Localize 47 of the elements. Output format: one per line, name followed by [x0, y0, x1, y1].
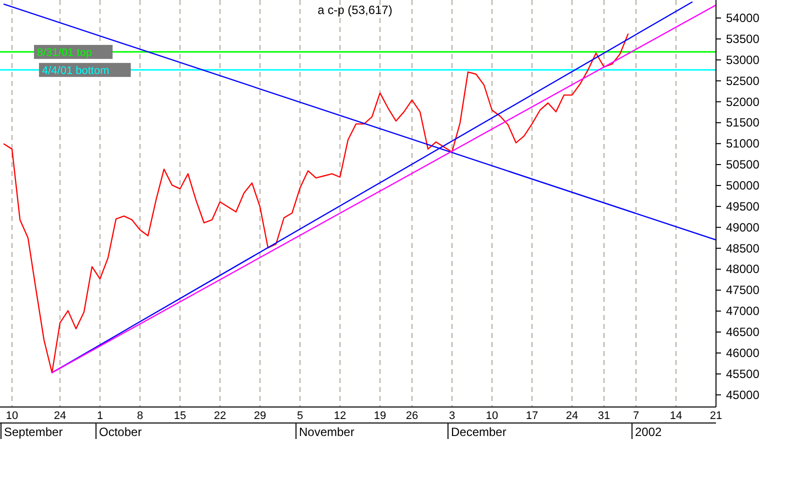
y-tick-label: 47500	[726, 283, 760, 298]
x-tick-label: 22	[214, 410, 226, 422]
chart-title: a c-p (53,617)	[318, 3, 392, 17]
x-tick-label: 26	[406, 410, 418, 422]
text: November	[299, 425, 354, 439]
y-tick-label: 48500	[726, 241, 760, 256]
y-tick-label: 46500	[726, 325, 760, 340]
y-tick-label: 51000	[726, 136, 760, 151]
y-tick-label: 52500	[726, 74, 760, 88]
y-tick-label: 53000	[726, 52, 760, 67]
x-tick-label: 24	[566, 410, 578, 422]
y-tick-label: 45000	[726, 388, 760, 402]
y-tick-label: 50500	[726, 158, 760, 172]
line-series	[3, 33, 629, 374]
x-tick-label: 14	[670, 410, 682, 422]
x-tick-label: 17	[526, 410, 538, 422]
text: December	[451, 425, 506, 439]
x-tick-label: 10	[486, 410, 498, 422]
x-tick-label: 10	[6, 410, 18, 422]
y-tick-label: 53500	[726, 32, 760, 46]
ref-line-label: 8/31/01 top	[37, 46, 92, 59]
text: September	[4, 425, 63, 439]
x-tick-label: 5	[296, 410, 304, 422]
x-tick-label: 12	[334, 410, 346, 422]
y-tick-label: 48000	[726, 262, 760, 276]
y-tick-label: 46000	[726, 346, 760, 360]
x-tick-label: 24	[54, 410, 66, 422]
y-tick-label: 52000	[726, 94, 760, 109]
x-tick-label: 19	[374, 410, 386, 422]
x-tick-label: 31	[598, 410, 610, 422]
y-tick-label: 49000	[726, 220, 760, 234]
x-tick-label: 1	[96, 410, 104, 422]
y-tick-label: 50000	[726, 178, 760, 192]
y-tick-label: 49500	[726, 199, 760, 214]
x-tick-label: 3	[448, 410, 456, 422]
y-tick-label: 54000	[726, 11, 760, 26]
y-tick-label: 51500	[726, 116, 760, 130]
y-tick-label: 47000	[726, 304, 760, 318]
ref-line-label: 4/4/01 bottom	[42, 64, 110, 77]
x-tick-label: 15	[174, 410, 186, 422]
y-tick-label: 45500	[726, 366, 760, 381]
text: 2002	[635, 425, 662, 439]
x-tick-label: 21	[710, 410, 722, 422]
x-tick-label: 7	[632, 410, 640, 422]
text: October	[99, 425, 142, 439]
x-tick-label: 8	[136, 410, 144, 422]
x-tick-label: 29	[254, 410, 266, 422]
